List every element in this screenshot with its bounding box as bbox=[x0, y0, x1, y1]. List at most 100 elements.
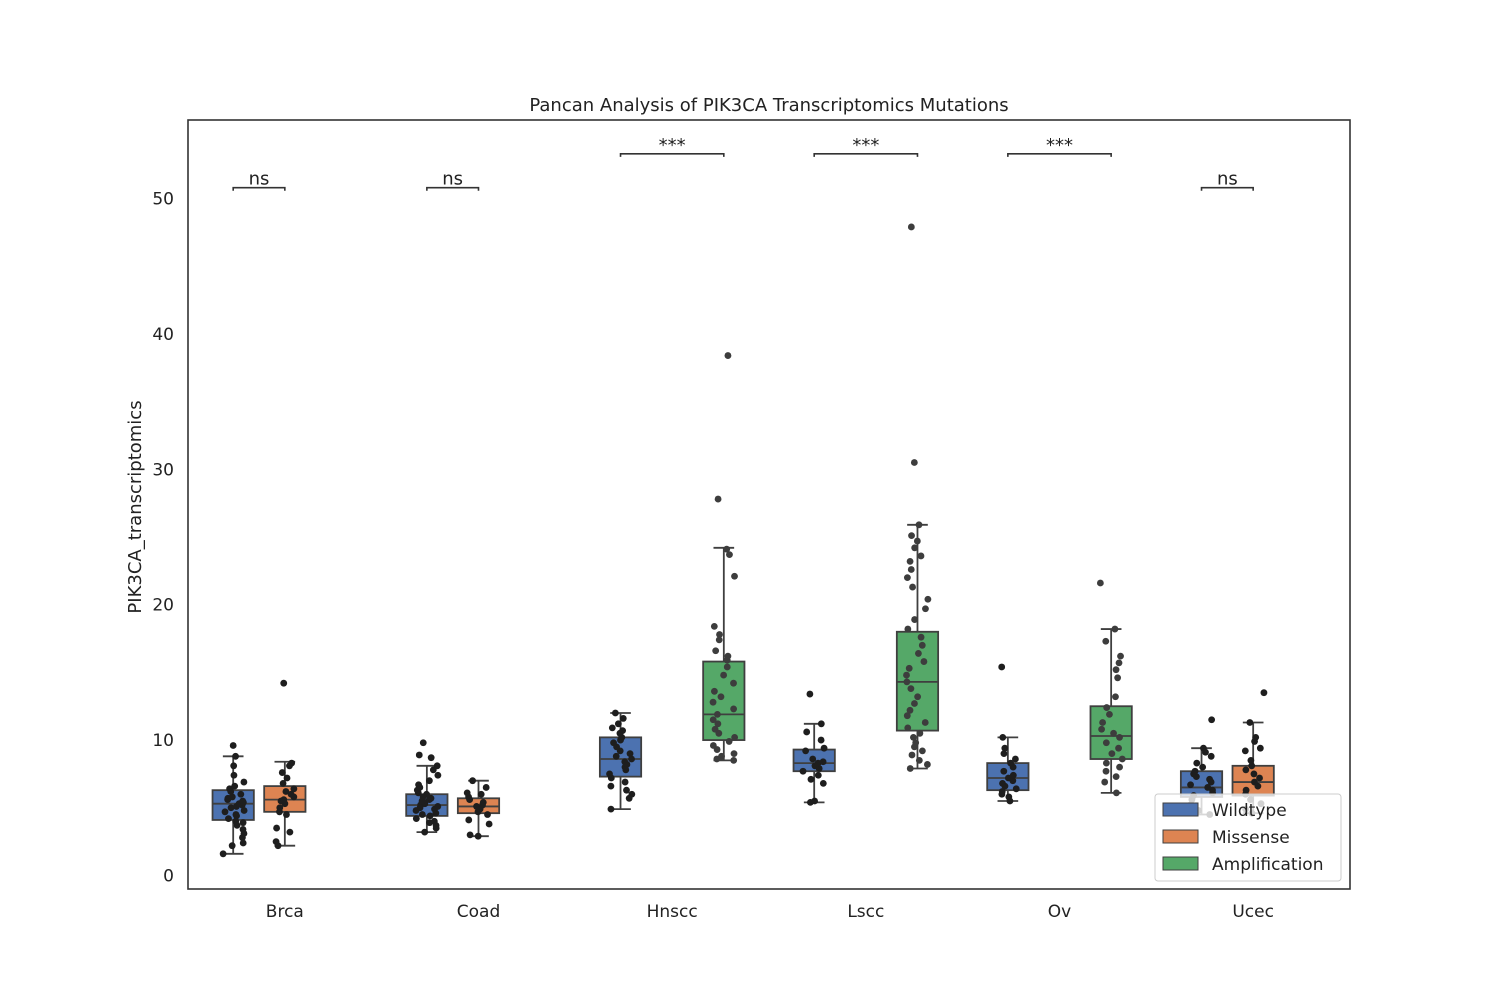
y-tick-label: 0 bbox=[163, 866, 174, 886]
data-point bbox=[910, 733, 917, 741]
y-tick-label: 50 bbox=[152, 190, 174, 210]
data-point bbox=[915, 521, 923, 529]
data-point bbox=[913, 537, 921, 545]
data-point bbox=[230, 762, 238, 770]
data-point bbox=[273, 824, 281, 832]
data-point bbox=[910, 459, 918, 466]
data-point bbox=[1012, 785, 1020, 793]
data-point bbox=[1102, 637, 1110, 645]
data-point bbox=[1106, 710, 1113, 718]
data-point bbox=[1112, 666, 1120, 674]
data-point bbox=[221, 808, 229, 816]
box-brca-wildtype bbox=[211, 755, 255, 855]
data-point bbox=[906, 706, 914, 714]
data-point bbox=[427, 794, 435, 802]
data-point bbox=[1007, 759, 1015, 767]
data-point bbox=[1108, 750, 1116, 758]
data-point bbox=[623, 786, 630, 794]
data-point bbox=[415, 781, 422, 789]
data-point bbox=[1012, 755, 1019, 763]
data-point bbox=[911, 544, 919, 552]
data-point bbox=[1102, 767, 1110, 775]
data-point bbox=[912, 739, 920, 747]
x-tick-label: Brca bbox=[266, 902, 304, 922]
data-point bbox=[998, 788, 1006, 795]
data-point bbox=[1187, 781, 1194, 789]
data-point bbox=[998, 663, 1006, 671]
data-point bbox=[1115, 744, 1122, 752]
data-point bbox=[1247, 756, 1255, 764]
data-point bbox=[820, 744, 828, 752]
data-point bbox=[1191, 767, 1199, 775]
data-point bbox=[817, 736, 825, 744]
significance-label: ns bbox=[1217, 169, 1238, 190]
data-point bbox=[1000, 767, 1008, 775]
legend-label-wildtype: Wildtype bbox=[1212, 801, 1287, 821]
data-point bbox=[1110, 729, 1117, 737]
plot-frame bbox=[187, 119, 1351, 890]
data-point bbox=[239, 797, 247, 805]
data-point bbox=[239, 826, 247, 833]
data-point bbox=[909, 583, 916, 591]
data-point bbox=[911, 700, 918, 707]
data-point bbox=[731, 733, 739, 741]
box-hnscc-amplification bbox=[702, 546, 746, 762]
data-point bbox=[433, 762, 441, 770]
data-point bbox=[614, 720, 622, 728]
data-point bbox=[809, 755, 817, 763]
data-point bbox=[232, 811, 240, 818]
significance-label: *** bbox=[1046, 135, 1073, 156]
data-point bbox=[229, 742, 237, 749]
data-point bbox=[1009, 771, 1017, 779]
data-point bbox=[1112, 773, 1120, 781]
data-point bbox=[1005, 793, 1013, 801]
data-point bbox=[999, 733, 1007, 741]
data-point bbox=[485, 820, 493, 828]
data-point bbox=[484, 811, 491, 818]
data-point bbox=[232, 817, 240, 825]
data-point bbox=[276, 804, 284, 812]
data-point bbox=[1208, 716, 1216, 724]
data-point bbox=[1248, 762, 1256, 770]
data-point bbox=[1117, 652, 1124, 660]
data-point bbox=[423, 790, 430, 798]
data-point bbox=[1242, 786, 1250, 794]
data-point bbox=[1113, 789, 1120, 797]
legend-box bbox=[1154, 793, 1342, 882]
y-axis-label: PIK3CA_transcriptomics bbox=[125, 400, 146, 613]
data-point bbox=[1116, 763, 1123, 771]
data-point bbox=[1112, 693, 1119, 701]
data-point bbox=[904, 625, 912, 633]
data-point bbox=[1115, 659, 1123, 667]
data-point bbox=[711, 687, 718, 695]
data-point bbox=[421, 828, 429, 836]
data-point bbox=[807, 775, 815, 783]
x-tick-label: Ov bbox=[1048, 902, 1071, 922]
data-point bbox=[418, 811, 426, 818]
data-point bbox=[999, 779, 1006, 787]
data-point bbox=[724, 652, 732, 660]
y-tick-label: 40 bbox=[152, 325, 174, 345]
significance-label: *** bbox=[852, 135, 879, 156]
legend-swatch-missense bbox=[1162, 829, 1199, 844]
data-point bbox=[466, 831, 474, 839]
data-point bbox=[463, 789, 471, 797]
data-point bbox=[918, 747, 926, 755]
data-point bbox=[1256, 774, 1263, 782]
data-point bbox=[903, 574, 911, 582]
data-point bbox=[730, 750, 738, 758]
data-point bbox=[434, 803, 442, 810]
data-point bbox=[814, 771, 822, 779]
data-point bbox=[477, 790, 485, 798]
data-point bbox=[709, 742, 717, 749]
data-point bbox=[1000, 750, 1008, 758]
data-point bbox=[917, 552, 925, 560]
data-point bbox=[907, 223, 915, 231]
data-point bbox=[280, 679, 288, 687]
data-point bbox=[1102, 739, 1110, 747]
data-point bbox=[922, 605, 929, 613]
data-point bbox=[240, 807, 248, 814]
y-tick-label: 30 bbox=[152, 460, 174, 480]
significance-label: ns bbox=[442, 169, 463, 190]
